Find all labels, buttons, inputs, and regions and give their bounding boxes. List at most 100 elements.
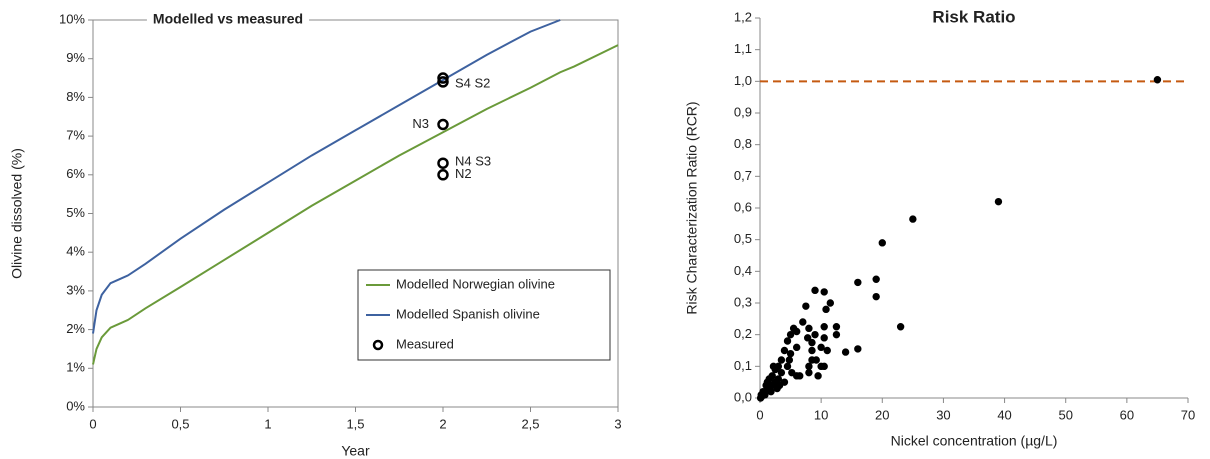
x-tick-label: 0 bbox=[89, 416, 96, 431]
legend-label: Measured bbox=[396, 336, 454, 351]
annotation: N3 bbox=[412, 116, 429, 131]
series-line bbox=[92, 19, 561, 334]
data-point bbox=[808, 338, 816, 347]
y-tick-label: 2% bbox=[66, 321, 85, 336]
x-tick-label: 2,5 bbox=[521, 416, 539, 431]
data-point bbox=[437, 72, 449, 84]
x-tick-label: 0,5 bbox=[171, 416, 189, 431]
data-point bbox=[878, 239, 886, 247]
chart-title: Modelled vs measured bbox=[153, 11, 303, 27]
y-tick-label: 4% bbox=[66, 244, 85, 259]
y-axis-label: Risk Characterization Ratio (RCR) bbox=[684, 101, 700, 314]
data-point bbox=[909, 215, 917, 223]
data-point bbox=[817, 343, 825, 352]
data-point bbox=[437, 169, 449, 181]
data-point bbox=[820, 288, 828, 296]
data-point bbox=[812, 356, 820, 364]
data-point bbox=[777, 368, 786, 377]
y-tick-label: 0,2 bbox=[734, 326, 752, 341]
data-point bbox=[437, 118, 449, 131]
y-tick-label: 1,0 bbox=[734, 73, 752, 88]
data-point bbox=[792, 343, 801, 352]
data-point bbox=[783, 362, 792, 371]
data-point bbox=[805, 362, 813, 371]
data-point bbox=[786, 349, 795, 358]
data-point bbox=[896, 323, 905, 331]
annotation: S4 S2 bbox=[455, 75, 490, 90]
data-point bbox=[763, 378, 772, 386]
data-point bbox=[994, 197, 1003, 206]
y-tick-label: 0,8 bbox=[734, 136, 752, 151]
data-point bbox=[773, 384, 781, 393]
chart-title: Risk Ratio bbox=[932, 7, 1015, 26]
y-tick-label: 0,9 bbox=[734, 104, 752, 119]
title-bg bbox=[146, 10, 310, 27]
x-tick-label: 2 bbox=[439, 416, 446, 431]
x-axis-label: Nickel concentration (µg/L) bbox=[891, 433, 1058, 449]
y-tick-label: 6% bbox=[66, 166, 85, 181]
y-axis-label: Olivine dissolved (%) bbox=[9, 148, 25, 279]
x-tick-label: 0 bbox=[756, 407, 763, 422]
x-tick-label: 30 bbox=[936, 407, 950, 422]
data-point bbox=[823, 346, 831, 355]
y-tick-label: 0,5 bbox=[734, 231, 752, 246]
y-tick-label: 9% bbox=[66, 50, 85, 65]
data-point bbox=[437, 76, 449, 88]
data-point bbox=[761, 391, 769, 399]
title-bg bbox=[926, 7, 1022, 27]
data-point bbox=[841, 348, 850, 356]
y-tick-label: 0,6 bbox=[734, 199, 752, 214]
series-line bbox=[92, 44, 619, 365]
y-tick-label: 5% bbox=[66, 205, 85, 220]
data-point bbox=[783, 337, 792, 345]
data-point bbox=[811, 330, 819, 339]
data-point bbox=[786, 330, 795, 339]
x-tick-label: 70 bbox=[1181, 407, 1195, 422]
data-point bbox=[832, 323, 841, 331]
y-tick-label: 10% bbox=[59, 11, 85, 26]
data-point bbox=[872, 275, 880, 283]
x-tick-label: 60 bbox=[1120, 407, 1134, 422]
data-point bbox=[854, 345, 862, 353]
data-point bbox=[820, 323, 828, 331]
data-point bbox=[805, 368, 813, 377]
data-point bbox=[789, 324, 798, 333]
data-point bbox=[822, 305, 830, 314]
data-point bbox=[780, 346, 789, 355]
x-tick-label: 3 bbox=[614, 416, 621, 431]
y-tick-label: 0,3 bbox=[734, 294, 752, 309]
data-point bbox=[803, 334, 812, 342]
annotation: N4 S3 bbox=[455, 154, 491, 169]
legend-label: Modelled Norwegian olivine bbox=[396, 276, 555, 291]
y-tick-label: 0,4 bbox=[734, 263, 752, 278]
x-tick-label: 1 bbox=[264, 416, 271, 431]
data-point bbox=[814, 372, 822, 380]
data-point bbox=[805, 324, 813, 333]
legend-swatch bbox=[372, 339, 384, 351]
data-point bbox=[802, 302, 810, 310]
legend-label: Modelled Spanish olivine bbox=[396, 306, 540, 321]
y-tick-label: 0,7 bbox=[734, 168, 752, 183]
data-point bbox=[437, 157, 449, 169]
y-tick-label: 0,0 bbox=[734, 389, 752, 404]
data-point bbox=[832, 330, 841, 339]
y-tick-label: 1% bbox=[66, 360, 85, 375]
y-tick-label: 8% bbox=[66, 89, 85, 104]
data-point bbox=[820, 362, 828, 371]
data-point bbox=[788, 368, 796, 377]
y-tick-label: 0,1 bbox=[734, 358, 752, 373]
data-point bbox=[799, 318, 807, 326]
y-tick-label: 1,1 bbox=[734, 41, 752, 56]
data-point bbox=[820, 334, 828, 342]
data-point bbox=[785, 356, 794, 364]
y-tick-label: 0% bbox=[66, 398, 85, 413]
x-tick-label: 50 bbox=[1058, 407, 1072, 422]
data-point bbox=[808, 346, 816, 355]
data-point bbox=[767, 387, 775, 396]
data-point bbox=[769, 362, 778, 371]
y-tick-label: 3% bbox=[66, 282, 85, 297]
data-point bbox=[854, 278, 862, 287]
data-point bbox=[777, 356, 786, 364]
data-point bbox=[1153, 76, 1162, 84]
